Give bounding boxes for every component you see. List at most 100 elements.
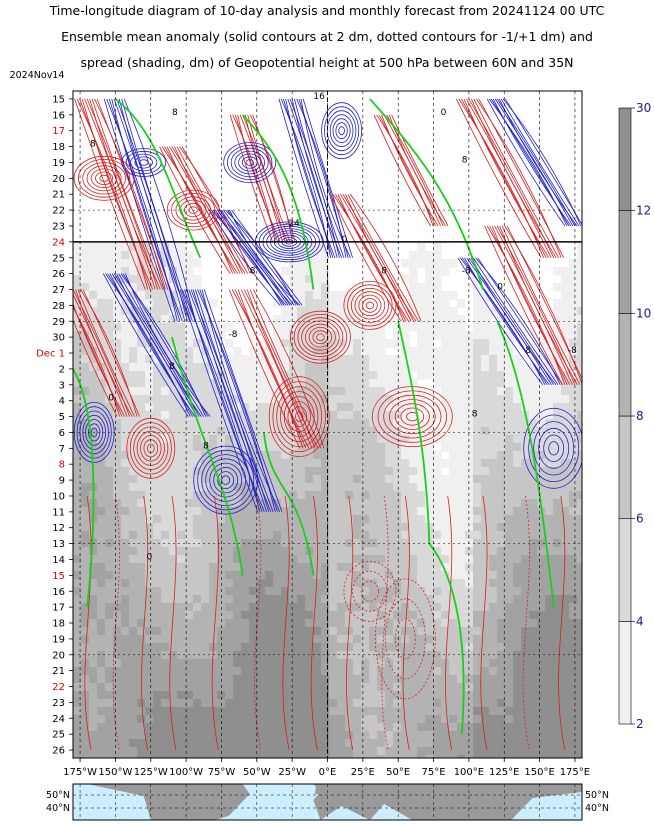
- spread-cell: [305, 339, 314, 348]
- spread-cell: [297, 683, 306, 692]
- spread-cell: [137, 539, 146, 548]
- spread-cell: [81, 259, 90, 268]
- colorbar-segment: [618, 107, 632, 211]
- spread-cell: [145, 387, 154, 396]
- spread-cell: [353, 323, 362, 332]
- spread-cell: [561, 283, 570, 292]
- contour-line: [111, 273, 198, 417]
- spread-cell: [433, 707, 442, 716]
- spread-cell: [297, 267, 306, 276]
- spread-cell: [177, 715, 186, 724]
- map-strip: 50°N 50°N40°N 40°N: [46, 783, 609, 821]
- spread-cell: [505, 443, 514, 452]
- spread-cell: [233, 659, 242, 668]
- spread-cell: [505, 755, 514, 758]
- spread-cell: [377, 475, 386, 484]
- spread-cell: [521, 755, 530, 758]
- spread-cell: [185, 747, 194, 756]
- spread-cell: [129, 451, 138, 460]
- spread-cell: [273, 683, 282, 692]
- spread-cell: [417, 323, 426, 332]
- spread-cell: [417, 571, 426, 580]
- spread-cell: [329, 451, 338, 460]
- spread-cell: [569, 259, 578, 268]
- zero-contour: [428, 543, 465, 735]
- spread-cell: [449, 363, 458, 372]
- spread-cell: [97, 595, 106, 604]
- contour-ring: [245, 159, 254, 166]
- spread-cell: [473, 379, 482, 388]
- spread-cell: [433, 275, 442, 284]
- spread-cell: [433, 659, 442, 668]
- spread-cell: [457, 539, 466, 548]
- spread-cell: [217, 667, 226, 676]
- spread-cell: [313, 635, 322, 644]
- spread-cell: [393, 547, 402, 556]
- spread-cell: [121, 731, 130, 740]
- spread-cell: [113, 259, 122, 268]
- spread-cell: [529, 443, 538, 452]
- spread-cell: [345, 419, 354, 428]
- spread-cell: [417, 595, 426, 604]
- spread-cell: [305, 515, 314, 524]
- spread-cell: [161, 435, 170, 444]
- spread-cell: [385, 603, 394, 612]
- spread-cell: [169, 475, 178, 484]
- y-tick-label: 7: [59, 444, 65, 455]
- spread-cell: [489, 755, 498, 758]
- spread-cell: [193, 347, 202, 356]
- spread-cell: [113, 499, 122, 508]
- spread-cell: [489, 371, 498, 380]
- spread-cell: [345, 379, 354, 388]
- spread-cell: [297, 291, 306, 300]
- spread-cell: [481, 739, 490, 748]
- spread-cell: [193, 747, 202, 756]
- spread-cell: [145, 395, 154, 404]
- spread-cell: [185, 443, 194, 452]
- spread-cell: [129, 651, 138, 660]
- spread-cell: [193, 331, 202, 340]
- spread-cell: [569, 595, 578, 604]
- y-axis-start-label: 2024Nov14: [10, 70, 65, 81]
- spread-cell: [281, 331, 290, 340]
- spread-cell: [433, 507, 442, 516]
- spread-cell: [81, 635, 90, 644]
- spread-cell: [353, 739, 362, 748]
- spread-cell: [345, 539, 354, 548]
- spread-cell: [393, 395, 402, 404]
- spread-cell: [553, 507, 562, 516]
- spread-cell: [345, 331, 354, 340]
- spread-cell: [457, 523, 466, 532]
- spread-cell: [385, 683, 394, 692]
- spread-cell: [233, 371, 242, 380]
- contour-value-label: -8: [229, 330, 238, 340]
- spread-cell: [185, 419, 194, 428]
- spread-cell: [505, 467, 514, 476]
- spread-cell: [121, 571, 130, 580]
- spread-cell: [89, 611, 98, 620]
- spread-cell: [513, 675, 522, 684]
- spread-cell: [409, 627, 418, 636]
- spread-cell: [505, 603, 514, 612]
- colorbar-label: 4: [636, 614, 644, 628]
- spread-cell: [457, 651, 466, 660]
- spread-cell: [425, 587, 434, 596]
- spread-cell: [513, 619, 522, 628]
- spread-cell: [321, 251, 330, 260]
- spread-cell: [465, 547, 474, 556]
- spread-cell: [289, 539, 298, 548]
- spread-cell: [393, 555, 402, 564]
- spread-cell: [513, 587, 522, 596]
- y-tick-label: 19: [52, 634, 65, 645]
- spread-cell: [129, 547, 138, 556]
- spread-cell: [561, 483, 570, 492]
- spread-cell: [457, 435, 466, 444]
- spread-cell: [457, 587, 466, 596]
- spread-cell: [265, 699, 274, 708]
- spread-cell: [529, 643, 538, 652]
- spread-cell: [481, 659, 490, 668]
- spread-cell: [137, 331, 146, 340]
- contour-line: [186, 289, 265, 512]
- spread-cell: [521, 715, 530, 724]
- spread-cell: [393, 563, 402, 572]
